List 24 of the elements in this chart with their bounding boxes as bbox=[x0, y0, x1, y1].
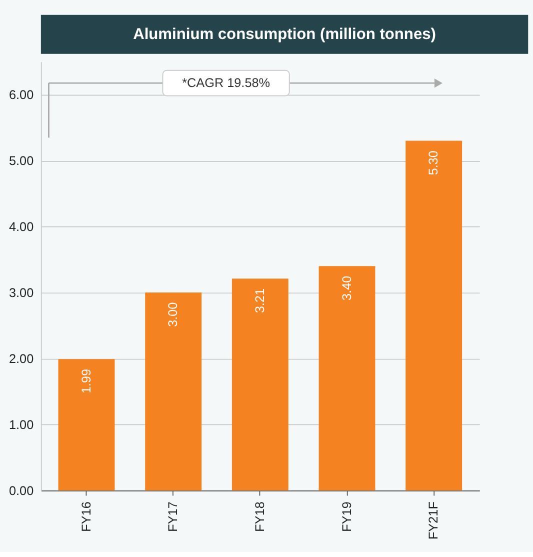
y-tick-label: 4.00 bbox=[8, 220, 34, 234]
data-label: 3.00 bbox=[166, 302, 180, 327]
data-label: 3.21 bbox=[253, 288, 268, 314]
y-tick-label: 1.00 bbox=[8, 418, 34, 432]
data-label: 3.40 bbox=[340, 276, 354, 300]
y-tick-label: 3.00 bbox=[8, 286, 34, 300]
bar bbox=[232, 278, 288, 490]
bar bbox=[406, 140, 462, 490]
x-tick-label: FY17 bbox=[166, 502, 180, 532]
y-tick-label: 6.00 bbox=[8, 88, 34, 102]
y-tick-label: 5.00 bbox=[8, 154, 34, 168]
data-label: 5.30 bbox=[426, 150, 441, 176]
y-tick-label: 2.00 bbox=[8, 352, 34, 366]
bar bbox=[58, 359, 115, 490]
data-label: 1.99 bbox=[79, 368, 94, 394]
annotation: *CAGR 19.58% bbox=[182, 76, 270, 90]
chart-title: Aluminium consumption (million tonnes) bbox=[133, 26, 436, 44]
bar bbox=[145, 292, 202, 490]
x-tick-label: FY19 bbox=[340, 502, 354, 532]
y-tick-label: 0.00 bbox=[8, 484, 34, 498]
bar bbox=[318, 266, 376, 490]
x-tick-label: FY16 bbox=[79, 502, 94, 532]
x-tick-label: FY21F bbox=[426, 501, 441, 540]
x-tick-label: FY18 bbox=[253, 502, 268, 532]
